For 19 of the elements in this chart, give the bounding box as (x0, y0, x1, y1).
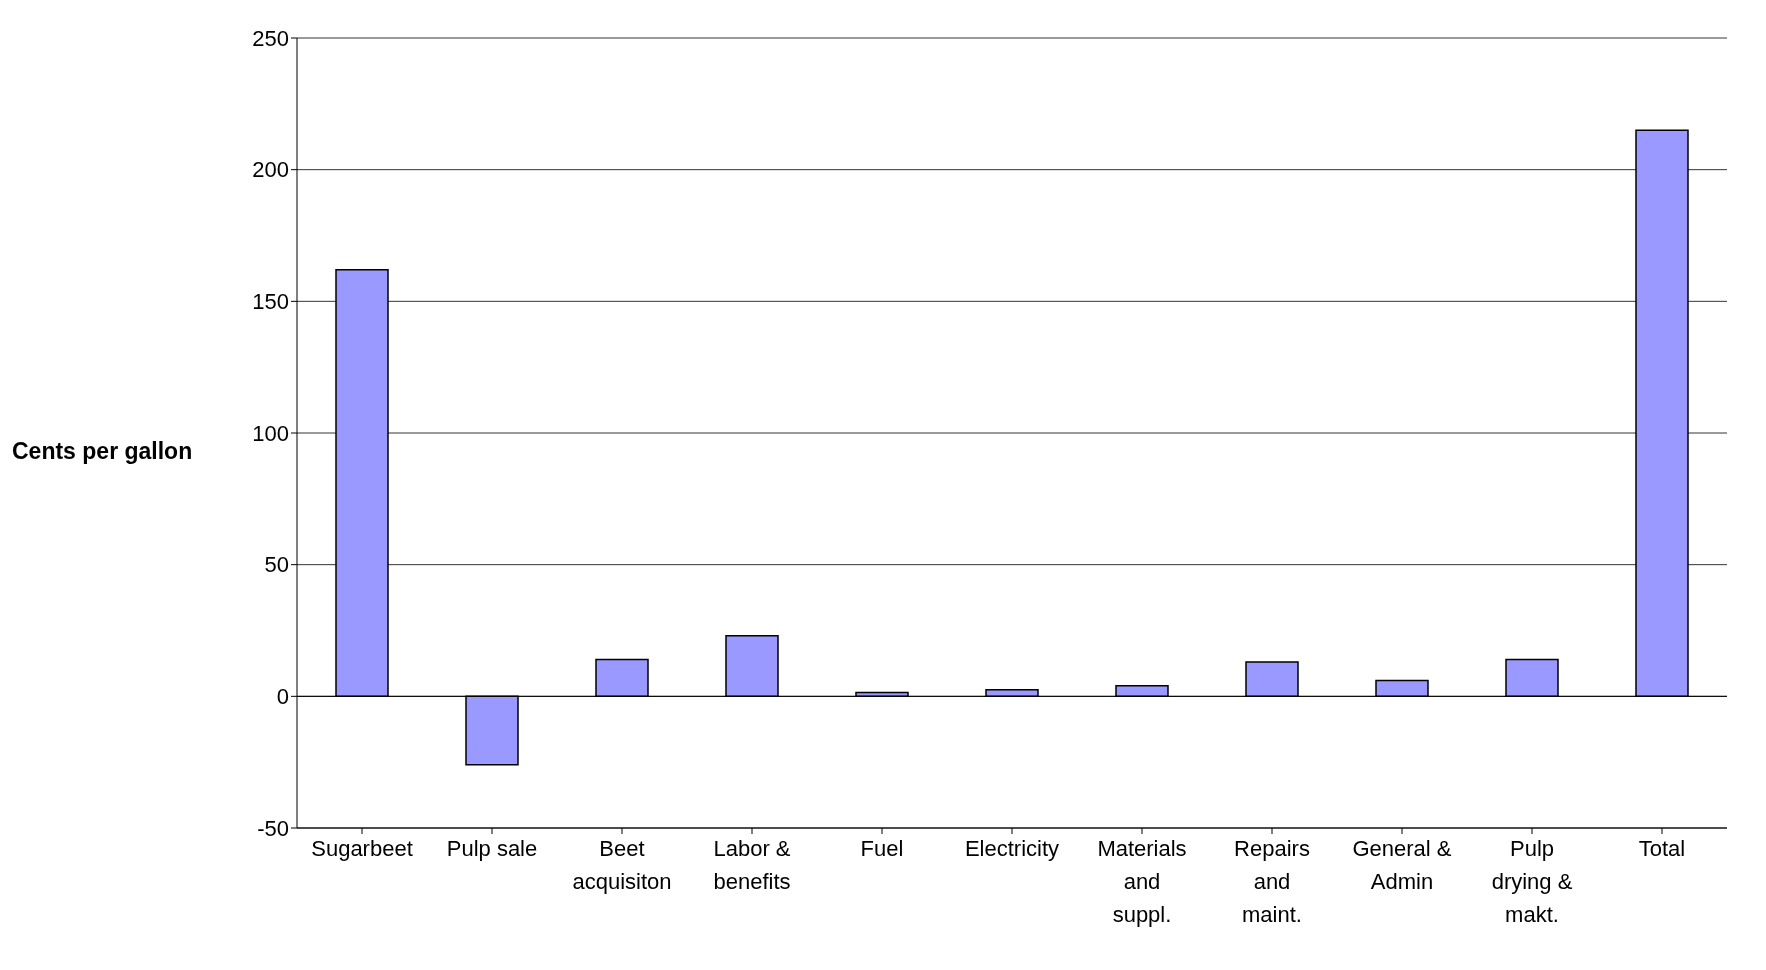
x-tick-label: Fuel (860, 836, 904, 861)
y-tick-label: 50 (264, 552, 289, 578)
y-tick-label: 0 (276, 684, 289, 710)
x-tick-label: Total (1638, 836, 1686, 861)
y-tick-label: -50 (257, 815, 289, 841)
x-tick-label: Beet acquisiton (572, 836, 672, 894)
x-tick-label: Pulp sale (446, 836, 538, 861)
y-tick-label: 100 (252, 420, 289, 446)
x-tick-label: Repairs and maint. (1234, 836, 1310, 927)
y-tick-label: 250 (252, 25, 289, 51)
y-tick-label: 150 (252, 289, 289, 315)
x-tick-label: Labor & benefits (713, 836, 791, 894)
y-axis-title: Cents per gallon (11, 437, 194, 465)
x-tick-label: General & Admin (1352, 836, 1452, 894)
x-tick-label: Materials and suppl. (1097, 836, 1187, 927)
x-tick-label: Pulp drying & makt. (1491, 836, 1573, 927)
x-tick-label: Electricity (964, 836, 1060, 861)
y-tick-label: 200 (252, 157, 289, 183)
x-tick-label: Sugarbeet (311, 836, 413, 861)
